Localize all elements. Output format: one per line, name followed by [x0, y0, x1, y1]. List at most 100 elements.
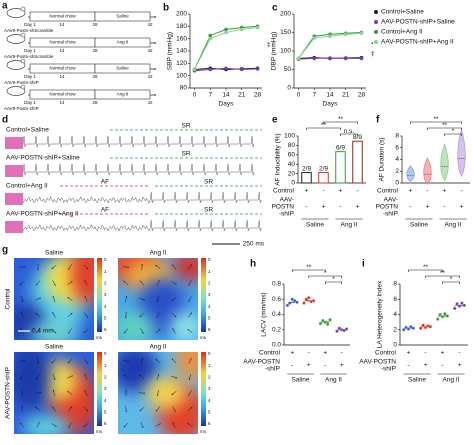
- conduction-arrow: [155, 358, 161, 364]
- rhythm-label: SR: [181, 151, 190, 158]
- conduction-arrow: [67, 358, 73, 364]
- y-axis-label: LA Heterogeneity Index: [377, 280, 384, 348]
- colorbar-unit: ms: [200, 335, 207, 340]
- y-tick-label: 200: [280, 11, 291, 18]
- phase-box: [94, 89, 151, 100]
- treatment-label: Ang II: [445, 222, 462, 229]
- group-sign: -: [305, 204, 307, 211]
- data-point: [311, 299, 316, 303]
- colorbar-tick: 3: [208, 292, 211, 297]
- y-tick-label: 0: [395, 180, 399, 187]
- colorbar-tick: 0: [104, 351, 107, 356]
- conduction-arrow: [172, 406, 176, 412]
- colorbar-tick: 0: [104, 257, 107, 262]
- conduction-arrow: [187, 423, 193, 427]
- group-sign: +: [426, 204, 430, 211]
- conduction-arrow: [19, 422, 25, 428]
- group-row-label: -shIP: [383, 211, 398, 218]
- group-sign: +: [407, 350, 411, 357]
- conduction-arrow: [52, 406, 56, 412]
- phase-label: Normal chow: [49, 66, 76, 71]
- group-sign: +: [443, 188, 447, 195]
- phase-label: Saline: [116, 14, 129, 19]
- y-tick-label: 6: [395, 144, 399, 151]
- conduction-arrow: [67, 297, 73, 301]
- panel-label: b: [163, 3, 169, 14]
- point: [208, 67, 213, 72]
- conduction-arrow: [84, 312, 88, 318]
- significance-bracket: [427, 127, 462, 130]
- group-sign: +: [323, 350, 327, 357]
- colorbar: [201, 258, 206, 332]
- y-tick-label: 160: [176, 35, 187, 42]
- ecg-trace: [22, 163, 255, 176]
- point: [296, 56, 301, 61]
- bar: [301, 172, 312, 184]
- x-tick-label: 7: [312, 92, 316, 99]
- point: [208, 33, 213, 38]
- y-axis-label: SBP (mmHg): [167, 32, 174, 70]
- mouse-ear: [20, 6, 26, 12]
- significance-label: **: [442, 122, 448, 129]
- y-tick-label: 0.4: [272, 311, 281, 318]
- panel-label: e: [272, 115, 278, 126]
- conduction-arrow: [36, 422, 40, 428]
- conduction-arrow: [35, 406, 41, 412]
- group-sign: -: [407, 362, 409, 369]
- group-sign: -: [426, 188, 428, 195]
- conduction-arrow: [123, 359, 130, 363]
- group-row-label: AAV-POSTN: [243, 359, 280, 366]
- map-blob: [22, 415, 70, 434]
- stimulation: [5, 137, 23, 149]
- conduction-arrow: [19, 374, 25, 380]
- colorbar-tick: 4: [208, 398, 211, 403]
- day-label: 42: [147, 22, 153, 27]
- day-label: 28: [92, 22, 98, 27]
- significance-label: **: [306, 264, 312, 271]
- phase-box: [94, 11, 151, 22]
- legend-marker: [374, 20, 378, 24]
- group-sign: -: [424, 350, 426, 357]
- colorbar-tick: 5: [208, 410, 211, 415]
- bar: [335, 151, 346, 184]
- column-header: Saline: [45, 344, 63, 351]
- legend-label: AAV-POSTN-shIP+Ang II: [381, 39, 454, 46]
- conduction-arrow: [21, 389, 23, 397]
- y-tick-label: 0.8: [272, 281, 281, 288]
- column-header: Saline: [45, 250, 63, 257]
- mouse-ear: [20, 58, 26, 64]
- colorbar-tick: 4: [104, 398, 107, 403]
- bar: [318, 172, 329, 184]
- conduction-arrow: [123, 374, 129, 380]
- group-row-label: Control: [259, 350, 281, 357]
- conduction-arrow: [157, 373, 160, 380]
- colorbar-unit: ms: [200, 429, 207, 434]
- y-tick-label: 100: [280, 48, 291, 55]
- conduction-arrow: [52, 374, 56, 381]
- conduction-arrow: [35, 297, 42, 301]
- conduction-arrow: [155, 406, 161, 412]
- group-sign: +: [307, 362, 311, 369]
- group-sign: -: [356, 188, 358, 195]
- annotation: ‡: [267, 42, 271, 49]
- map-blob: [14, 352, 50, 410]
- conduction-arrow: [171, 312, 177, 318]
- y-tick-label: 80: [288, 142, 296, 149]
- day-label: Day 1: [24, 100, 36, 105]
- group-row-label: AAV-: [384, 197, 398, 204]
- significance-label: *: [452, 128, 455, 135]
- trace-name: Control+Saline: [6, 127, 49, 134]
- point: [312, 56, 317, 61]
- activation-map: [118, 258, 198, 340]
- conduction-arrow: [67, 281, 73, 285]
- significance-bracket: [408, 269, 443, 272]
- violin: [423, 157, 432, 185]
- colorbar-tick: 3: [208, 386, 211, 391]
- y-axis-label: AF Inducibility (%): [275, 133, 282, 185]
- y-tick-label: 4: [393, 311, 397, 318]
- conduction-arrow: [67, 375, 73, 379]
- significance-bracket: [442, 281, 460, 284]
- mouse-icon: [6, 60, 26, 70]
- phase-label: Normal chow: [49, 14, 76, 19]
- conduction-arrow: [51, 328, 57, 334]
